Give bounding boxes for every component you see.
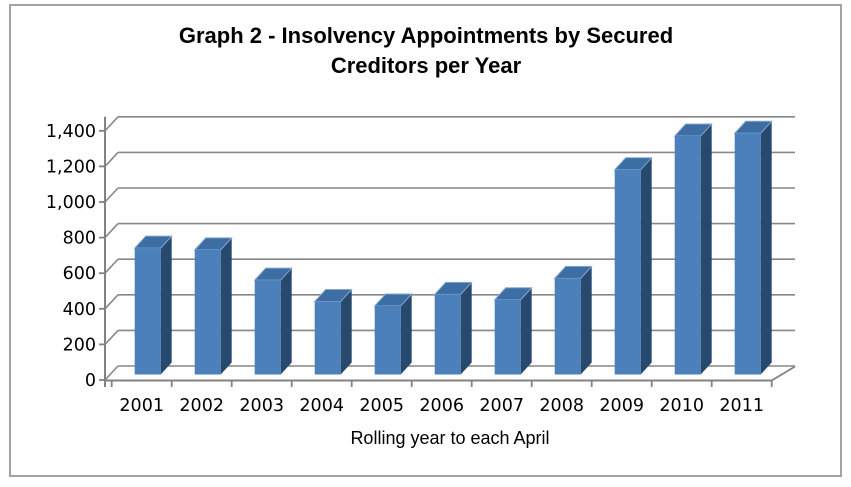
bar-2009 [614,169,641,375]
bar-side-2001 [160,236,172,375]
bar-2006 [434,294,461,375]
bar-2008 [554,278,581,375]
bar-side-2008 [580,266,592,375]
x-axis-label-2001: 2001 [119,396,164,416]
y-axis-label-200: 200 [63,335,96,355]
y-axis-label-600: 600 [63,264,96,284]
y-axis-label-1400: 1,400 [46,122,96,142]
gridline-elbow-1000 [104,187,119,203]
gridline-elbow-800 [104,223,119,239]
bar-side-2002 [220,237,232,375]
gridline-elbow-200 [104,329,119,345]
bar-2007 [494,299,521,375]
y-axis-label-800: 800 [63,229,96,249]
x-axis-label-2002: 2002 [179,396,224,416]
gridline-elbow-1200 [104,151,119,167]
bar-side-2006 [460,282,472,375]
bar-2005 [374,305,401,375]
x-axis-label-2008: 2008 [539,396,584,416]
x-axis-label-2011: 2011 [719,396,764,416]
bar-side-2010 [700,123,712,375]
x-axis-label-2009: 2009 [599,396,644,416]
gridline-elbow-0 [104,365,119,381]
x-axis-label-2006: 2006 [419,396,464,416]
bar-side-2005 [400,293,412,375]
x-axis-label-2003: 2003 [239,396,284,416]
x-axis-label-2004: 2004 [299,396,344,416]
bar-2002 [194,249,221,375]
x-axis-label-2010: 2010 [659,396,704,416]
bar-side-2004 [340,289,352,375]
gridline-elbow-1400 [104,116,119,132]
y-axis-label-400: 400 [63,300,96,320]
bar-side-2003 [280,268,292,375]
gridline-elbow-600 [104,258,119,274]
bar-2003 [254,280,281,375]
plot-area: 0 200 400 600 800 1,000 1,200 1,400 2001 2002 2003… [46,116,796,416]
y-axis-label-1200: 1,200 [46,157,96,177]
floor-right-edge [771,365,796,382]
bar-side-2007 [520,287,532,375]
x-axis-label-2007: 2007 [479,396,524,416]
x-axis-label-2005: 2005 [359,396,404,416]
bar-2011 [734,133,761,375]
bar-2001 [134,248,161,375]
y-axis-label-0: 0 [85,371,96,391]
x-axis-title: Rolling year to each April [350,428,549,448]
bar-2004 [314,301,341,375]
gridline-elbow-400 [104,294,119,310]
bar-side-2009 [640,157,652,375]
chart-title-line-1: Graph 2 - Insolvency Appointments by Sec… [179,23,673,48]
bar-2010 [674,135,701,375]
y-axis-label-1000: 1,000 [46,193,96,213]
chart-title-line-2: Creditors per Year [331,53,522,78]
bar-side-2011 [760,121,772,375]
